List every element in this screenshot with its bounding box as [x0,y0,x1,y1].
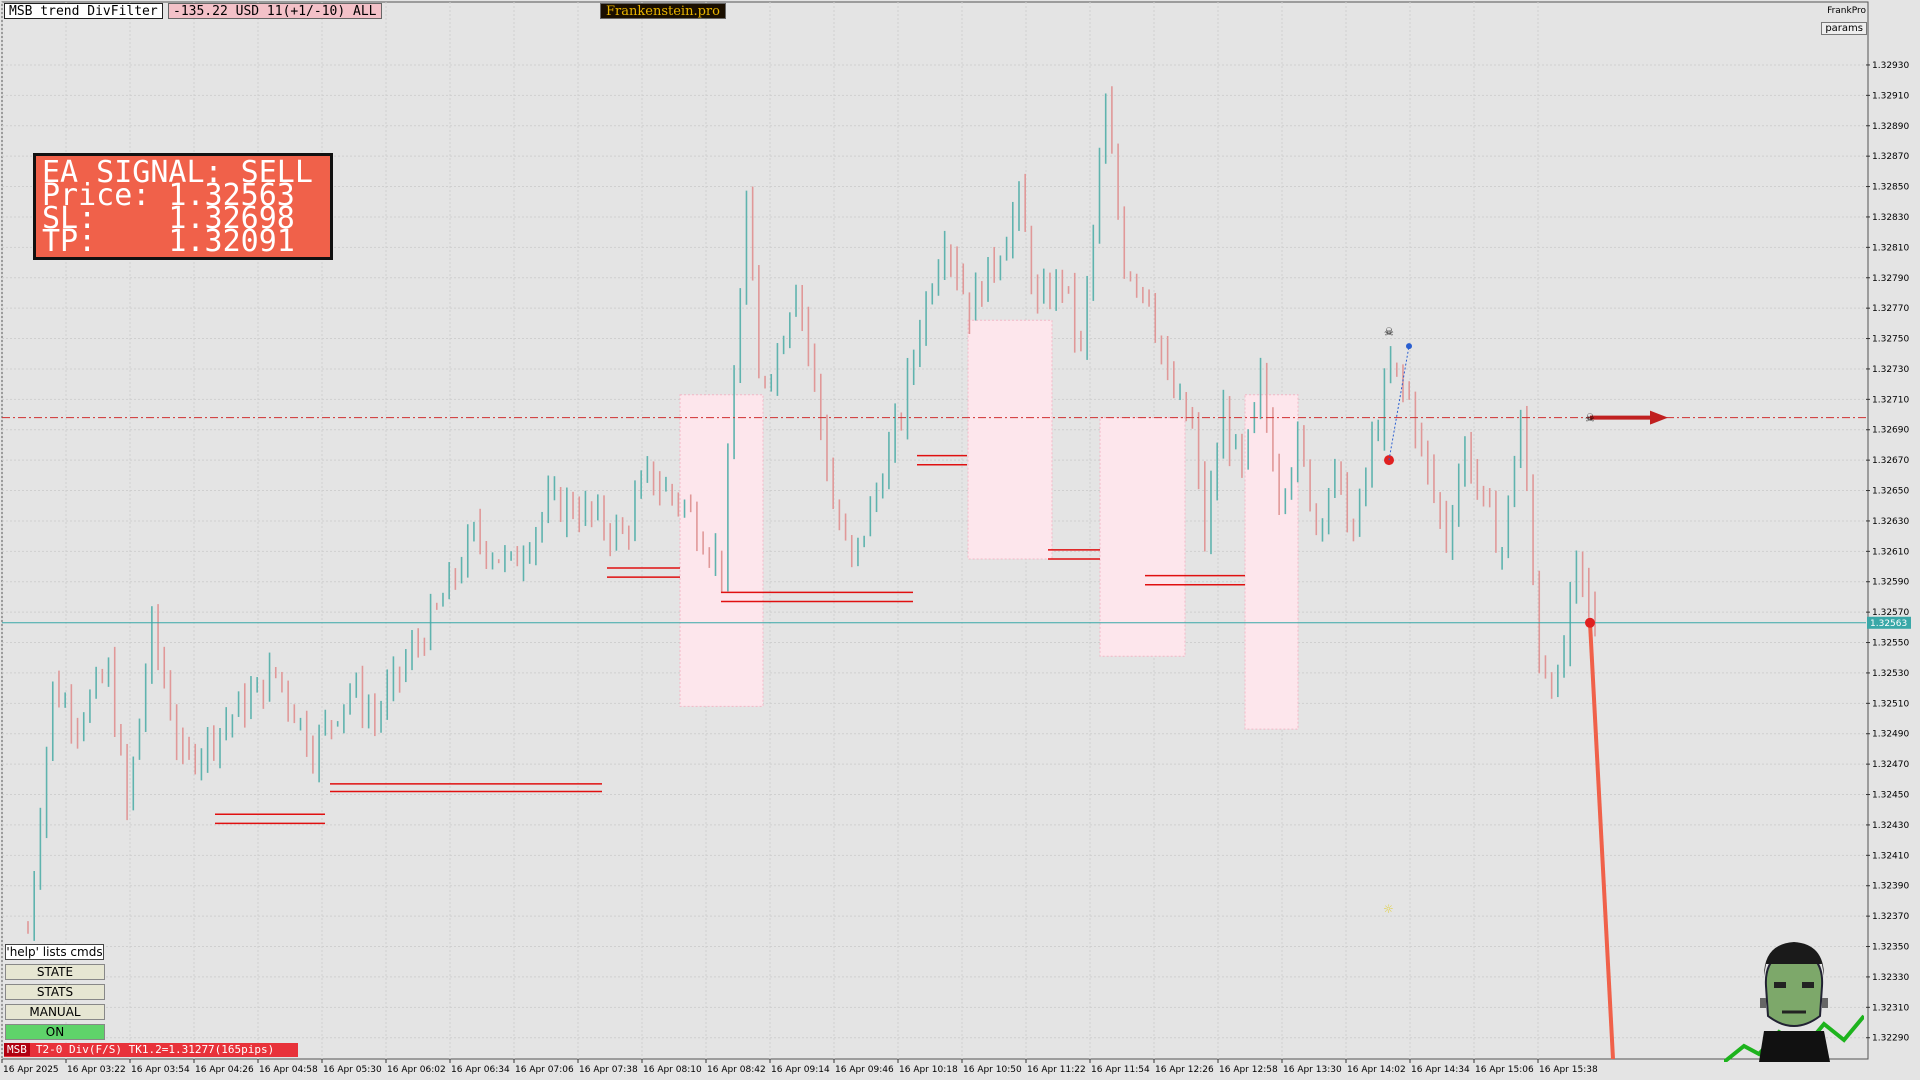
current-price-label: 1.32563 [1870,619,1907,629]
x-tick-label: 16 Apr 15:38 [1539,1065,1598,1075]
x-tick-label: 16 Apr 03:54 [131,1065,190,1075]
y-tick-label: 1.32430 [1872,821,1909,831]
price-axis: 1.32930 1.32910 1.32890 1.32870 1.32850 1.328… [1866,61,1909,1044]
y-tick-label: 1.32610 [1872,547,1909,557]
x-tick-label: 16 Apr 2025 [3,1065,59,1075]
signal-price: Price: 1.32563 [42,178,295,213]
sell-entry-marker-icon [1585,617,1595,628]
y-tick-label: 1.32330 [1872,973,1909,983]
y-tick-label: 1.32290 [1872,1034,1909,1044]
y-tick-label: 1.32670 [1872,456,1909,466]
x-tick-label: 16 Apr 14:34 [1411,1065,1470,1075]
on-toggle-button[interactable]: ON [5,1024,105,1040]
x-tick-label: 16 Apr 14:02 [1347,1065,1406,1075]
status-bar: MSB T2-0 Div(F/S) TK1.2=1.31277(165pips) [4,1043,298,1057]
candles [27,86,1596,941]
y-tick-label: 1.32850 [1872,183,1909,193]
sl-arrow-head-icon [1650,410,1668,425]
x-tick-label: 16 Apr 11:22 [1027,1065,1086,1075]
pattern-zones [679,319,1299,730]
y-tick-label: 1.32490 [1872,730,1909,740]
status-tag: MSB [4,1043,30,1056]
params-button[interactable]: params [1821,22,1867,35]
x-tick-label: 16 Apr 08:42 [707,1065,766,1075]
signal-title: EA SIGNAL: SELL [42,155,313,190]
skull-icon: ☠ [1384,326,1394,339]
x-tick-label: 16 Apr 12:26 [1155,1065,1214,1075]
y-tick-label: 1.32750 [1872,335,1909,345]
y-tick-label: 1.32570 [1872,608,1909,618]
sun-icon: ☼ [1383,902,1394,916]
x-tick-label: 16 Apr 09:46 [835,1065,894,1075]
skull-icon: ☠ [1585,412,1595,425]
x-tick-label: 16 Apr 06:02 [387,1065,446,1075]
frankenstein-logo-icon [1724,942,1864,1062]
pnl-label: -135.22 USD 11(+1/-10) ALL [168,3,382,19]
x-tick-label: 16 Apr 07:38 [579,1065,638,1075]
pattern-zone [1099,417,1186,657]
y-tick-label: 1.32810 [1872,243,1909,253]
trade-marker-icon [1406,343,1412,350]
x-tick-label: 16 Apr 03:22 [67,1065,126,1075]
x-tick-label: 16 Apr 07:06 [515,1065,574,1075]
y-tick-label: 1.32390 [1872,882,1909,892]
current-price-tag [1867,616,1911,629]
y-tick-label: 1.32710 [1872,395,1909,405]
status-text: T2-0 Div(F/S) TK1.2=1.31277(165pips) [35,1043,275,1056]
x-tick-label: 16 Apr 05:30 [323,1065,382,1075]
y-tick-label: 1.32550 [1872,639,1909,649]
y-tick-label: 1.32630 [1872,517,1909,527]
y-tick-label: 1.32470 [1872,760,1909,770]
y-tick-label: 1.32530 [1872,669,1909,679]
support-levels [215,454,1245,825]
signal-panel: EA SIGNAL: SELL Price: 1.32563 SL: 1.32698… [33,153,333,260]
y-tick-label: 1.32690 [1872,426,1909,436]
y-tick-label: 1.32890 [1872,122,1909,132]
y-tick-label: 1.32650 [1872,487,1909,497]
y-tick-label: 1.32790 [1872,274,1909,284]
y-tick-label: 1.32370 [1872,912,1909,922]
y-tick-label: 1.32930 [1872,61,1909,71]
x-tick-label: 16 Apr 13:30 [1283,1065,1342,1075]
strategy-label[interactable]: MSB trend DivFilter [4,3,163,19]
signal-sl: SL: 1.32698 [42,201,295,236]
trade-link-line [1388,346,1410,461]
y-tick-label: 1.32510 [1872,699,1909,709]
x-tick-label: 16 Apr 08:10 [643,1065,702,1075]
y-tick-label: 1.32410 [1872,851,1909,861]
brand-small-label: FrankPro [1827,6,1866,16]
y-tick-label: 1.32910 [1872,91,1909,101]
tp-projection-line [1588,622,1615,1060]
help-button[interactable]: 'help' lists cmds [5,944,104,960]
y-tick-label: 1.32730 [1872,365,1909,375]
y-tick-label: 1.32310 [1872,1003,1909,1013]
x-tick-label: 16 Apr 04:58 [259,1065,318,1075]
pattern-zone [679,394,764,707]
x-tick-label: 16 Apr 12:58 [1219,1065,1278,1075]
brand-label[interactable]: Frankenstein.pro [600,3,726,19]
x-tick-label: 16 Apr 15:06 [1475,1065,1534,1075]
pattern-zone [1244,394,1299,730]
x-tick-label: 16 Apr 09:14 [771,1065,830,1075]
x-tick-label: 16 Apr 04:26 [195,1065,254,1075]
stats-button[interactable]: STATS [5,984,105,1000]
y-tick-label: 1.32350 [1872,943,1909,953]
y-tick-label: 1.32770 [1872,304,1909,314]
x-tick-label: 16 Apr 11:54 [1091,1065,1150,1075]
signal-tp: TP: 1.32091 [42,224,295,259]
x-tick-label: 16 Apr 10:18 [899,1065,958,1075]
y-tick-label: 1.32590 [1872,578,1909,588]
x-tick-label: 16 Apr 10:50 [963,1065,1022,1075]
x-tick-label: 16 Apr 06:34 [451,1065,510,1075]
trade-overlay: 1.32563 ☠ ☠ ☼ [2,326,1911,1060]
time-axis: 16 Apr 2025 16 Apr 03:22 16 Apr 03:54 16 Ap… [1,1059,1598,1075]
pattern-zone [967,319,1053,560]
y-tick-label: 1.32830 [1872,213,1909,223]
state-button[interactable]: STATE [5,964,105,980]
y-tick-label: 1.32870 [1872,152,1909,162]
manual-button[interactable]: MANUAL [5,1004,105,1020]
y-tick-label: 1.32450 [1872,791,1909,801]
